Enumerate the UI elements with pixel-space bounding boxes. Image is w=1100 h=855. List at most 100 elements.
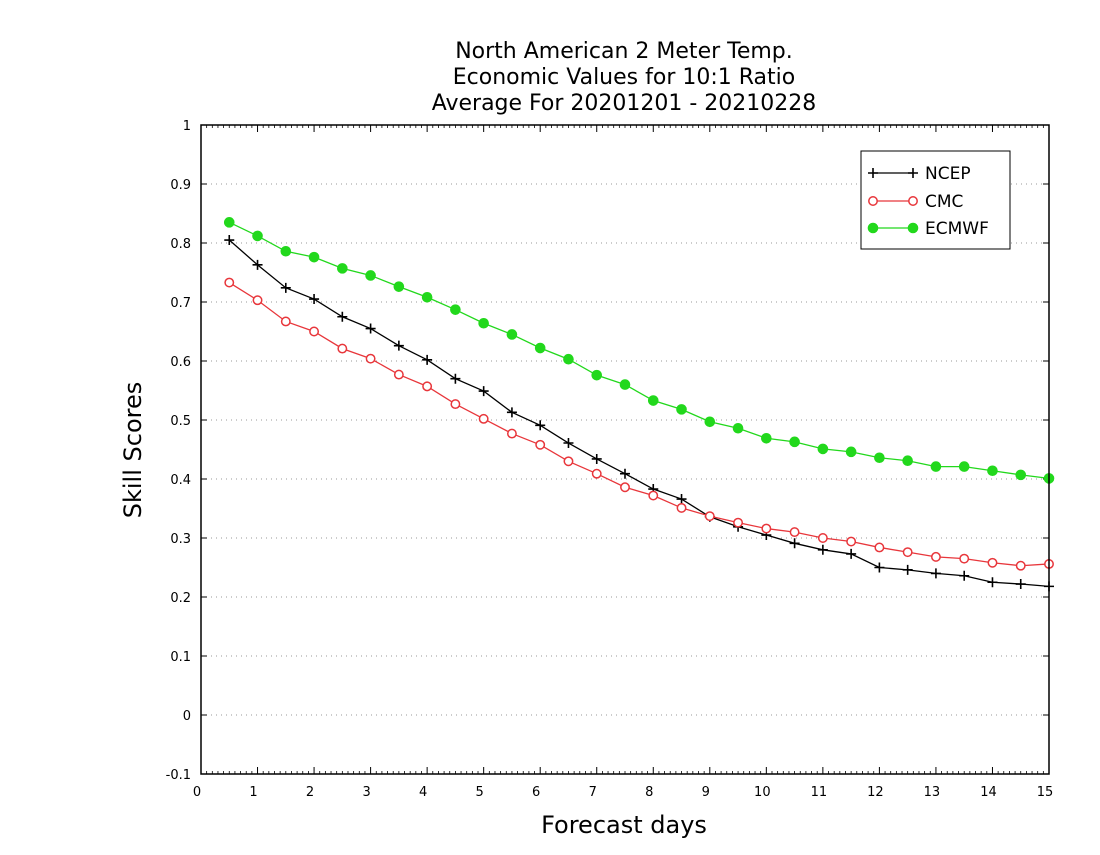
data-point-cmc	[1015, 560, 1026, 571]
data-point-cmc	[620, 482, 630, 493]
data-point-ecmwf	[591, 369, 603, 381]
series-ecmwf	[223, 217, 1055, 484]
data-point-ecmwf	[789, 436, 800, 448]
y-tick-label: 0	[183, 709, 191, 724]
data-point-ecmwf	[817, 443, 829, 455]
x-tick-label: 7	[589, 785, 597, 800]
data-point-ecmwf	[506, 329, 518, 340]
data-point-ncep	[846, 548, 857, 559]
data-point-cmc	[846, 536, 857, 547]
plot-frame	[200, 124, 1050, 775]
data-point-ncep	[337, 311, 348, 322]
data-point-cmc	[789, 527, 800, 538]
data-point-cmc	[930, 551, 941, 562]
data-point-cmc	[591, 468, 602, 479]
data-point-ncep	[365, 323, 376, 334]
data-point-cmc	[309, 326, 320, 337]
data-point-ncep	[563, 438, 574, 449]
data-point-ncep	[535, 420, 546, 431]
legend-marker-cmc	[868, 196, 878, 206]
data-point-cmc	[393, 369, 404, 380]
data-point-ecmwf	[987, 465, 998, 477]
data-point-ncep	[817, 544, 828, 555]
data-point-ncep	[620, 468, 630, 479]
x-tick-label: 10	[754, 785, 771, 800]
legend-box	[860, 150, 1011, 250]
data-point-ncep	[478, 386, 489, 397]
data-point-ecmwf	[450, 304, 461, 315]
data-point-ecmwf	[647, 395, 659, 406]
data-point-ncep	[902, 564, 913, 575]
y-tick-label: 0.7	[170, 296, 191, 311]
data-point-ecmwf	[393, 281, 405, 292]
data-point-cmc	[422, 381, 433, 392]
x-tick-label: 13	[924, 785, 941, 800]
data-point-ecmwf	[874, 452, 885, 464]
data-point-cmc	[902, 547, 913, 558]
data-point-cmc	[450, 399, 461, 410]
data-point-ecmwf	[280, 245, 292, 257]
legend-keys	[867, 168, 919, 234]
y-tick-label: 0.2	[170, 591, 191, 606]
y-tick-label: 0.9	[170, 178, 191, 193]
data-point-ecmwf	[1015, 469, 1027, 481]
series-ncep	[224, 235, 1054, 592]
y-tick-label: 0.4	[170, 473, 191, 488]
data-point-ecmwf	[478, 317, 489, 329]
data-point-ecmwf	[563, 353, 574, 365]
series-cmc	[224, 277, 1054, 571]
x-tick-label: 11	[811, 785, 828, 800]
data-point-cmc	[252, 295, 263, 306]
x-tick-label: 9	[702, 785, 710, 800]
data-point-ecmwf	[930, 461, 942, 472]
data-point-ecmwf	[619, 379, 631, 390]
data-point-cmc	[987, 557, 998, 568]
data-point-cmc	[648, 490, 659, 501]
series-line-cmc	[228, 281, 1050, 567]
data-point-ncep	[676, 494, 687, 505]
data-point-ncep	[224, 235, 235, 246]
x-tick-label: 15	[1037, 785, 1054, 800]
data-point-cmc	[676, 502, 687, 513]
data-point-ecmwf	[421, 291, 433, 303]
x-tick-label: 4	[419, 785, 427, 800]
legend-marker-ncep	[868, 168, 878, 178]
data-point-ecmwf	[337, 263, 348, 274]
series-line-ncep	[228, 239, 1050, 588]
data-point-ncep	[309, 294, 320, 305]
data-point-ncep	[422, 354, 433, 365]
legend-marker-ecmwf	[867, 222, 879, 234]
data-point-cmc	[563, 456, 574, 467]
grid-lines	[201, 183, 1049, 716]
x-tick-label: 6	[532, 785, 540, 800]
series-layer	[223, 217, 1055, 592]
data-point-ncep	[1015, 579, 1026, 590]
data-point-cmc	[506, 428, 517, 439]
data-point-ecmwf	[308, 251, 320, 263]
data-point-ecmwf	[902, 455, 913, 467]
x-tick-label: 0	[193, 785, 201, 800]
data-point-cmc	[959, 553, 970, 564]
data-point-ecmwf	[252, 230, 263, 242]
y-axis-label: Skill Scores	[119, 382, 147, 519]
data-point-cmc	[478, 413, 489, 424]
data-point-cmc	[535, 439, 546, 450]
chart-title-line-3: Average For 20201201 - 20210228	[432, 91, 817, 116]
data-point-cmc	[817, 533, 828, 543]
data-point-ncep	[930, 568, 941, 579]
data-point-cmc	[224, 277, 235, 288]
y-tick-label: 0.5	[170, 414, 191, 429]
legend-label-ncep: NCEP	[925, 164, 971, 184]
data-point-ncep	[280, 282, 291, 293]
y-tick-label: 0.8	[170, 237, 191, 252]
data-point-ncep	[959, 570, 970, 581]
y-tick-label: -0.1	[166, 768, 191, 783]
data-point-ecmwf	[534, 342, 546, 354]
legend-label-ecmwf: ECMWF	[925, 219, 989, 239]
data-point-ecmwf	[704, 416, 716, 428]
data-point-ncep	[987, 577, 998, 588]
x-axis-label: Forecast days	[541, 811, 707, 839]
x-tick-label: 14	[980, 785, 997, 800]
legend-marker-ecmwf	[907, 222, 919, 234]
